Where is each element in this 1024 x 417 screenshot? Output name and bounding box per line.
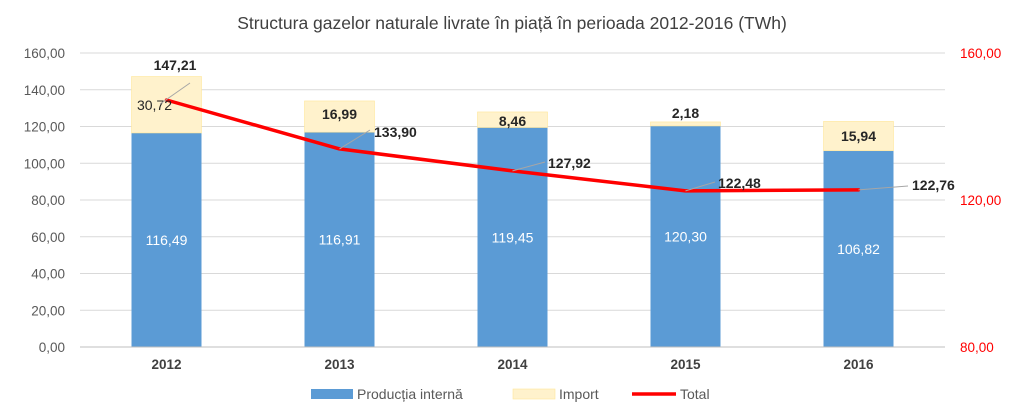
y-tick-label: 160,00 bbox=[24, 46, 65, 61]
data-label-productia: 106,82 bbox=[837, 241, 880, 257]
data-label-productia: 119,45 bbox=[492, 229, 534, 245]
bar-productia-interna bbox=[304, 132, 375, 347]
data-label-import: 30,72 bbox=[137, 97, 172, 113]
import-leader-line bbox=[159, 82, 191, 105]
y-tick-label: 140,00 bbox=[24, 83, 65, 98]
legend-label-total: Total bbox=[680, 386, 710, 402]
x-tick-label: 2014 bbox=[497, 357, 528, 372]
legend-label-productia: Producția internă bbox=[357, 386, 463, 402]
legend-label-import: Import bbox=[559, 386, 599, 402]
bar-import bbox=[650, 121, 721, 127]
y2-tick-label: 120,00 bbox=[960, 193, 1001, 208]
labels-layer: 116,49 116,91 119,45 120,30 106,82 30,72 16,99… bbox=[137, 57, 955, 257]
x-tick-label: 2015 bbox=[670, 357, 701, 372]
x-tick-label: 2016 bbox=[843, 357, 874, 372]
x-tick-label: 2013 bbox=[324, 357, 355, 372]
data-label-import: 2,18 bbox=[672, 105, 699, 121]
bar-import bbox=[477, 111, 548, 128]
total-leader-line bbox=[858, 185, 909, 191]
y2-tick-label: 80,00 bbox=[960, 340, 994, 355]
y-tick-label: 120,00 bbox=[24, 120, 65, 135]
data-label-import: 15,94 bbox=[841, 128, 876, 144]
data-label-total: 127,92 bbox=[548, 155, 591, 171]
bar-import bbox=[131, 76, 202, 134]
y-tick-label: 100,00 bbox=[24, 156, 65, 171]
chart-title: Structura gazelor naturale livrate în pi… bbox=[237, 13, 787, 33]
data-label-productia: 116,91 bbox=[319, 232, 361, 248]
x-tick-label: 2012 bbox=[151, 357, 181, 372]
total-leader-line bbox=[685, 181, 716, 192]
data-label-total: 122,48 bbox=[718, 175, 761, 191]
bar-import bbox=[823, 121, 894, 152]
bars-layer bbox=[131, 76, 894, 348]
total-leader-line bbox=[512, 161, 546, 172]
data-label-total: 147,21 bbox=[154, 57, 197, 73]
bar-productia-interna bbox=[650, 125, 721, 347]
y-tick-label: 20,00 bbox=[31, 303, 65, 318]
y-tick-label: 60,00 bbox=[31, 230, 65, 245]
legend-swatch-productia bbox=[311, 389, 353, 399]
axes-layer: 0,00 20,00 40,00 60,00 80,00 100,00 120,00 140,… bbox=[24, 46, 1002, 372]
bar-productia-interna bbox=[823, 150, 894, 347]
y-tick-label: 80,00 bbox=[31, 193, 65, 208]
legend-swatch-import bbox=[512, 388, 556, 400]
data-label-total: 122,76 bbox=[912, 177, 955, 193]
y-tick-label: 40,00 bbox=[31, 267, 65, 282]
data-label-productia: 120,30 bbox=[664, 228, 707, 244]
total-leader-line bbox=[339, 129, 371, 150]
bar-import bbox=[304, 100, 375, 133]
data-label-import: 16,99 bbox=[322, 106, 357, 122]
legend-layer: Producția internă Import Total bbox=[311, 386, 710, 402]
data-label-total: 133,90 bbox=[374, 124, 417, 140]
data-label-import: 8,46 bbox=[499, 113, 526, 129]
bar-productia-interna bbox=[131, 132, 202, 347]
data-label-productia: 116,49 bbox=[146, 232, 188, 248]
y2-tick-label: 160,00 bbox=[960, 46, 1001, 61]
y-tick-label: 0,00 bbox=[39, 340, 65, 355]
